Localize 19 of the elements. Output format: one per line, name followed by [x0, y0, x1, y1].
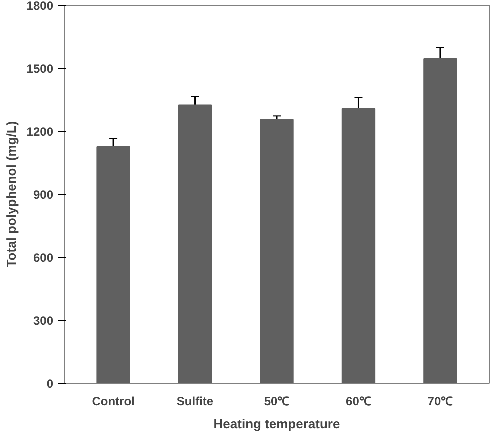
y-tick-label: 1200 — [26, 125, 54, 139]
y-tick-label: 300 — [33, 314, 54, 328]
bar — [424, 58, 458, 384]
y-axis-title: Total polyphenol (mg/L) — [4, 121, 19, 268]
bar — [342, 108, 376, 384]
bar — [96, 146, 130, 384]
x-tick-label: Control — [92, 394, 135, 408]
bar — [178, 104, 212, 384]
x-tick-label: 60℃ — [346, 394, 372, 408]
bar — [260, 119, 294, 384]
x-tick-label: 50℃ — [264, 394, 290, 408]
x-tick-label: Sulfite — [176, 394, 214, 408]
y-tick-label: 1500 — [26, 62, 54, 76]
x-tick-label: 70℃ — [428, 394, 454, 408]
y-tick-label: 600 — [33, 251, 54, 265]
y-tick-label: 0 — [46, 377, 54, 391]
x-axis-title: Heating temperature — [214, 416, 340, 432]
y-tick-label: 1800 — [26, 0, 54, 13]
y-tick-label: 900 — [33, 188, 54, 202]
